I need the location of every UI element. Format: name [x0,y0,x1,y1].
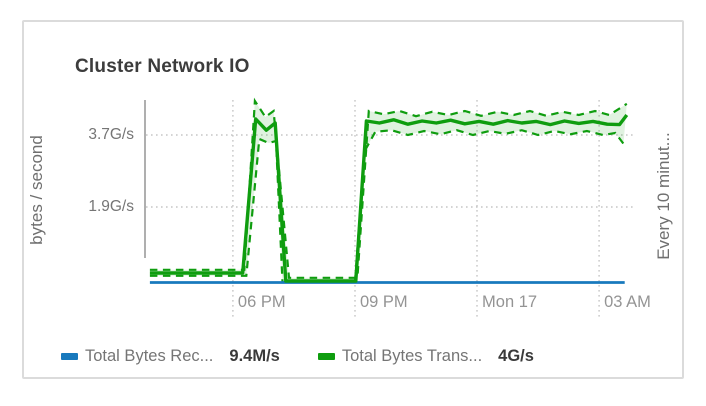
y-tick-label: 1.9G/s [88,198,134,215]
legend-current-value: 9.4M/s [229,346,280,365]
x-tick-label: 03 AM [604,293,651,311]
y-axis-label: bytes / second [27,135,46,245]
x-tick-label: 06 PM [237,293,286,311]
sampling-interval-label: Every 10 minut... [654,132,673,260]
legend-label: Total Bytes Rec... [85,346,214,365]
x-tick-label: 09 PM [359,293,408,311]
series-swatch-green [317,352,335,360]
x-tick-label: Mon 17 [482,293,538,311]
series-swatch-blue [61,352,78,360]
chart-legend: Total Bytes Rec... 9.4M/s Total Bytes Tr… [61,345,534,367]
chart-title: Cluster Network IO [75,56,250,77]
chart-card: Cluster Network IO [22,20,684,379]
legend-item-total-bytes-received[interactable]: Total Bytes Rec... 9.4M/s [61,347,280,366]
legend-label: Total Bytes Trans... [341,346,483,365]
legend-current-value: 4G/s [498,346,534,365]
y-tick-label: 3.7G/s [88,126,134,143]
legend-item-total-bytes-transmitted[interactable]: Total Bytes Trans... 4G/s [317,346,534,366]
